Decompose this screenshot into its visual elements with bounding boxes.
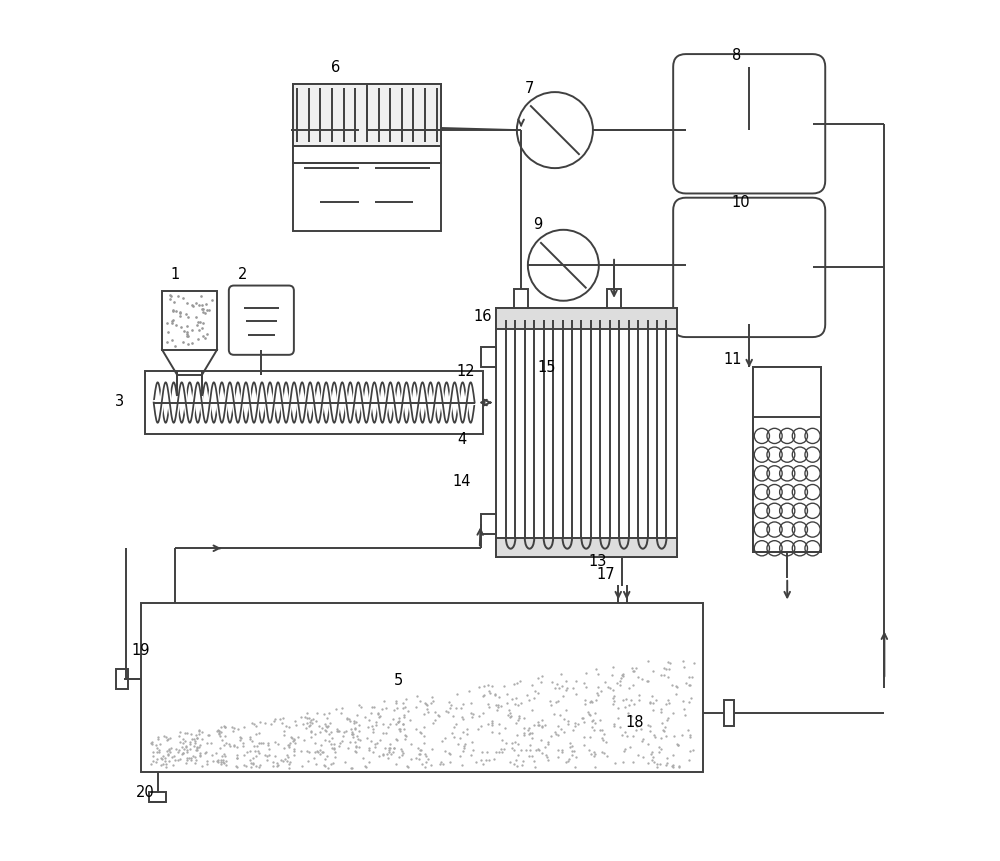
Bar (145, 371, 483, 435)
Text: 16: 16 (474, 309, 492, 324)
Bar (293, 84, 441, 232)
Bar (753, 368, 821, 553)
Text: 6: 6 (331, 60, 340, 75)
Text: 15: 15 (537, 360, 556, 375)
Bar (141, 604, 703, 772)
Bar (753, 367, 821, 418)
Bar (162, 291, 217, 350)
Text: 8: 8 (732, 47, 741, 63)
Bar (496, 308, 677, 329)
Text: 2: 2 (238, 267, 247, 282)
Text: 4: 4 (457, 431, 467, 447)
Bar (496, 308, 677, 557)
Text: 18: 18 (626, 714, 644, 729)
FancyBboxPatch shape (229, 286, 294, 356)
Bar (293, 84, 441, 146)
Bar (116, 669, 128, 690)
Bar (149, 791, 166, 802)
FancyBboxPatch shape (673, 198, 825, 338)
Bar (514, 289, 528, 308)
Text: 1: 1 (170, 267, 179, 282)
Text: 17: 17 (596, 567, 615, 581)
Text: 12: 12 (457, 364, 476, 379)
Bar (753, 368, 821, 553)
Text: 3: 3 (115, 393, 124, 408)
Text: 5: 5 (394, 672, 403, 687)
Bar (293, 146, 441, 164)
Bar (481, 515, 496, 535)
Bar (607, 289, 621, 308)
FancyBboxPatch shape (673, 55, 825, 195)
Text: 9: 9 (533, 216, 543, 232)
Text: 20: 20 (136, 784, 155, 799)
Text: 19: 19 (132, 642, 150, 658)
Text: 11: 11 (723, 351, 742, 366)
Text: 7: 7 (525, 81, 534, 96)
Text: 14: 14 (453, 474, 471, 489)
Bar (496, 538, 677, 557)
Bar (481, 348, 496, 368)
Bar (724, 701, 734, 726)
Text: 10: 10 (731, 195, 750, 210)
Text: 13: 13 (588, 554, 606, 569)
